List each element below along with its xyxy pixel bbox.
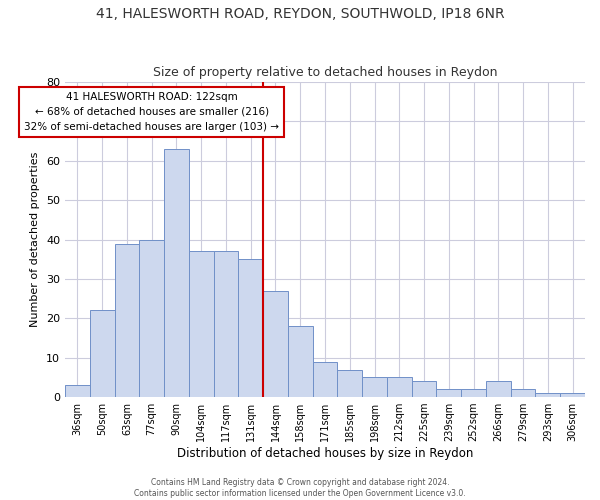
Bar [238,260,263,397]
Bar [436,389,461,397]
X-axis label: Distribution of detached houses by size in Reydon: Distribution of detached houses by size … [177,447,473,460]
Bar [560,393,585,397]
Text: 41 HALESWORTH ROAD: 122sqm
← 68% of detached houses are smaller (216)
32% of sem: 41 HALESWORTH ROAD: 122sqm ← 68% of deta… [24,92,279,132]
Text: Contains HM Land Registry data © Crown copyright and database right 2024.
Contai: Contains HM Land Registry data © Crown c… [134,478,466,498]
Bar [164,149,189,397]
Text: 41, HALESWORTH ROAD, REYDON, SOUTHWOLD, IP18 6NR: 41, HALESWORTH ROAD, REYDON, SOUTHWOLD, … [95,8,505,22]
Bar [115,244,139,397]
Bar [535,393,560,397]
Bar [263,291,288,397]
Bar [90,310,115,397]
Bar [486,382,511,397]
Bar [288,326,313,397]
Y-axis label: Number of detached properties: Number of detached properties [31,152,40,328]
Bar [387,378,412,397]
Bar [362,378,387,397]
Bar [214,252,238,397]
Bar [337,370,362,397]
Bar [412,382,436,397]
Bar [313,362,337,397]
Bar [511,389,535,397]
Bar [139,240,164,397]
Bar [65,386,90,397]
Title: Size of property relative to detached houses in Reydon: Size of property relative to detached ho… [153,66,497,80]
Bar [189,252,214,397]
Bar [461,389,486,397]
